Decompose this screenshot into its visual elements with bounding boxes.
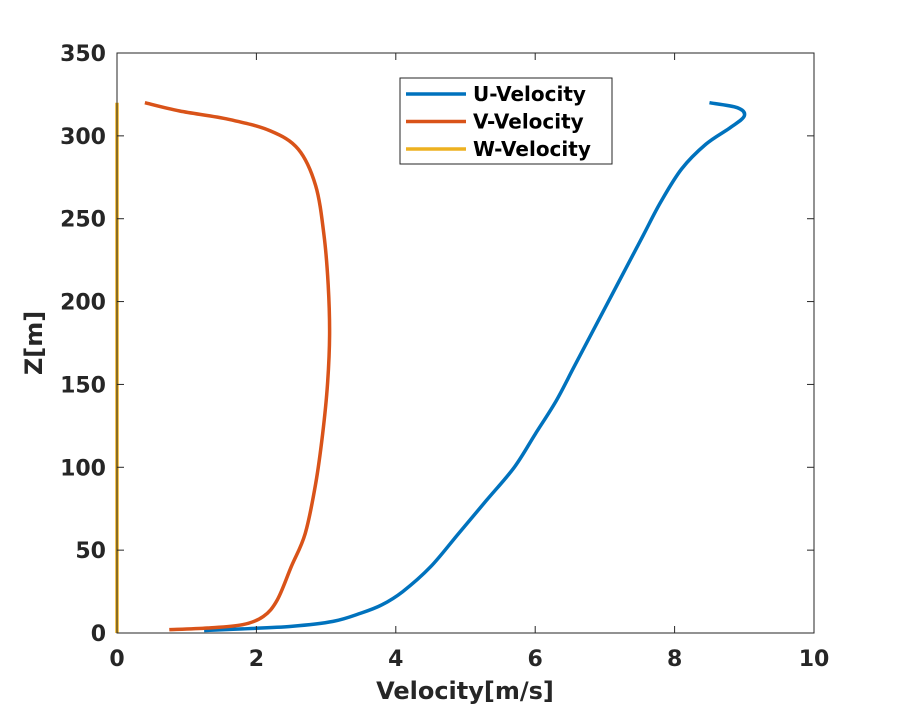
legend-label-w-velocity: W-Velocity (473, 137, 591, 161)
x-tick-label: 4 (388, 647, 403, 672)
legend: U-Velocity V-Velocity W-Velocity (399, 77, 613, 165)
x-tick-label: 6 (528, 647, 543, 672)
series-line-u-velocity (204, 100, 747, 633)
y-tick-label: 150 (60, 373, 106, 398)
y-tick-label: 200 (60, 291, 106, 316)
y-tick-label: 350 (60, 42, 106, 67)
plot-frame (116, 52, 815, 634)
legend-label-v-velocity: V-Velocity (473, 110, 584, 134)
y-tick-label: 0 (91, 622, 106, 647)
x-tick-label: 10 (799, 647, 830, 672)
x-tick-label: 2 (249, 647, 264, 672)
x-tick-label: 8 (667, 647, 682, 672)
x-tick-label: 0 (109, 647, 124, 672)
x-axis-title: Velocity[m/s] (376, 677, 554, 705)
legend-label-u-velocity: U-Velocity (473, 82, 586, 106)
y-tick-label: 100 (60, 456, 106, 481)
y-tick-label: 300 (60, 125, 106, 150)
y-tick-label: 250 (60, 208, 106, 233)
series-line-v-velocity (144, 101, 332, 632)
y-axis-title: Z[m] (20, 311, 48, 375)
y-tick-label: 50 (75, 539, 106, 564)
